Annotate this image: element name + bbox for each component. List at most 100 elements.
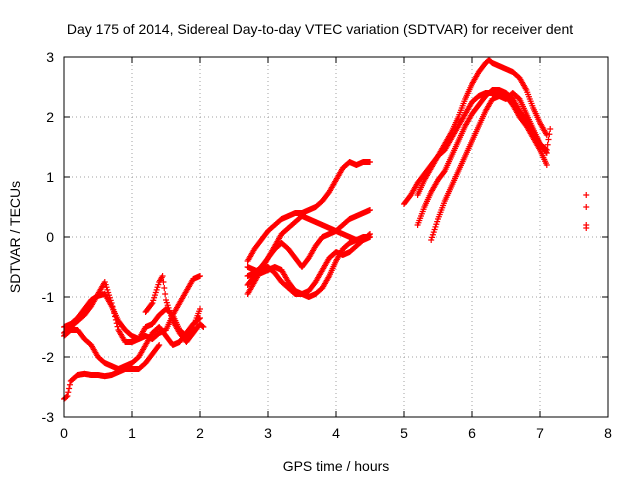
data-point xyxy=(150,297,157,304)
series-arc-bump-1.4 xyxy=(142,273,207,345)
data-point xyxy=(156,342,163,348)
x-tick-label: 7 xyxy=(536,425,544,441)
data-point xyxy=(166,307,173,314)
data-point xyxy=(163,297,169,303)
y-tick-label: 1 xyxy=(46,169,54,185)
data-point xyxy=(103,284,110,291)
series-arc-high-d xyxy=(401,90,554,207)
data-point xyxy=(66,385,73,392)
data-point xyxy=(155,281,162,288)
data-point xyxy=(428,237,435,243)
data-point xyxy=(112,313,118,320)
x-tick-label: 1 xyxy=(128,425,136,441)
series-arc-mid-a xyxy=(244,159,373,264)
data-point xyxy=(197,306,203,312)
data-point xyxy=(367,207,373,213)
data-point xyxy=(106,292,113,299)
y-tick-label: -1 xyxy=(42,289,55,305)
data-point xyxy=(151,292,158,299)
chart-title: Day 175 of 2014, Sidereal Day-to-day VTE… xyxy=(67,21,573,37)
data-point xyxy=(168,315,175,322)
data-point xyxy=(160,279,167,285)
data-point xyxy=(542,146,549,153)
y-tick-label: 2 xyxy=(46,109,54,125)
data-point xyxy=(154,284,161,291)
data-point xyxy=(114,323,121,330)
data-point xyxy=(429,231,436,238)
data-point xyxy=(544,141,551,148)
plot-area-frame xyxy=(63,56,609,418)
data-point xyxy=(545,136,552,143)
data-point xyxy=(108,300,115,306)
data-point xyxy=(583,225,590,231)
data-point xyxy=(105,289,112,296)
data-point xyxy=(434,218,441,225)
y-tick-label: -3 xyxy=(42,409,55,425)
data-point xyxy=(583,204,590,210)
y-axis-label: SDTVAR / TECUs xyxy=(7,181,23,293)
series-arc-high-a xyxy=(414,57,550,198)
data-point xyxy=(165,304,172,311)
series-arc-mid-b xyxy=(244,207,373,297)
data-point xyxy=(63,393,70,400)
data-point xyxy=(167,310,174,317)
data-point xyxy=(430,229,437,236)
data-point xyxy=(106,294,113,301)
data-point xyxy=(433,221,440,228)
series-isolated-7.7 xyxy=(583,192,590,231)
data-points xyxy=(61,57,590,402)
x-tick-label: 5 xyxy=(400,425,408,441)
data-point xyxy=(65,389,72,396)
data-point xyxy=(66,381,73,388)
data-point xyxy=(153,286,160,293)
data-point xyxy=(162,291,169,297)
data-point xyxy=(367,234,373,240)
data-point xyxy=(543,162,550,168)
data-point xyxy=(429,234,436,241)
data-point xyxy=(200,324,207,330)
data-point xyxy=(152,289,159,296)
data-point xyxy=(110,306,117,313)
data-point xyxy=(547,126,554,132)
data-point xyxy=(164,302,171,309)
data-point xyxy=(168,312,175,319)
data-point xyxy=(199,323,206,330)
data-point xyxy=(159,273,166,279)
data-point xyxy=(111,310,118,317)
x-tick-label: 8 xyxy=(604,425,612,441)
x-tick-label: 0 xyxy=(60,425,68,441)
data-point xyxy=(432,223,439,230)
tick-labels: 0 1 2 3 4 5 6 7 8 -3 -2 -1 0 1 2 3 xyxy=(42,49,613,441)
data-point xyxy=(102,281,109,288)
x-axis-label: GPS time / hours xyxy=(283,458,390,474)
data-point xyxy=(543,147,550,153)
y-tick-label: 0 xyxy=(46,229,54,245)
data-point xyxy=(431,226,438,233)
series-arc-high-c xyxy=(428,93,550,243)
x-tick-label: 3 xyxy=(264,425,272,441)
data-point xyxy=(155,343,162,350)
data-point xyxy=(161,285,168,291)
data-point xyxy=(101,279,108,285)
data-point xyxy=(104,286,111,293)
data-point xyxy=(149,300,156,306)
data-point xyxy=(197,273,203,279)
series-arc-mid-e xyxy=(244,213,373,279)
data-point xyxy=(367,159,373,165)
data-point xyxy=(148,301,155,308)
data-point xyxy=(112,316,119,323)
data-point xyxy=(583,192,590,198)
data-point xyxy=(109,303,116,310)
data-point xyxy=(113,320,120,327)
data-point xyxy=(163,299,170,306)
y-tick-label: 3 xyxy=(46,49,54,65)
data-point xyxy=(107,297,114,304)
data-point xyxy=(64,393,71,399)
x-tick-label: 2 xyxy=(196,425,204,441)
data-point xyxy=(151,294,158,301)
y-tick-label: -2 xyxy=(42,349,55,365)
data-point xyxy=(546,131,553,138)
x-tick-label: 6 xyxy=(468,425,476,441)
